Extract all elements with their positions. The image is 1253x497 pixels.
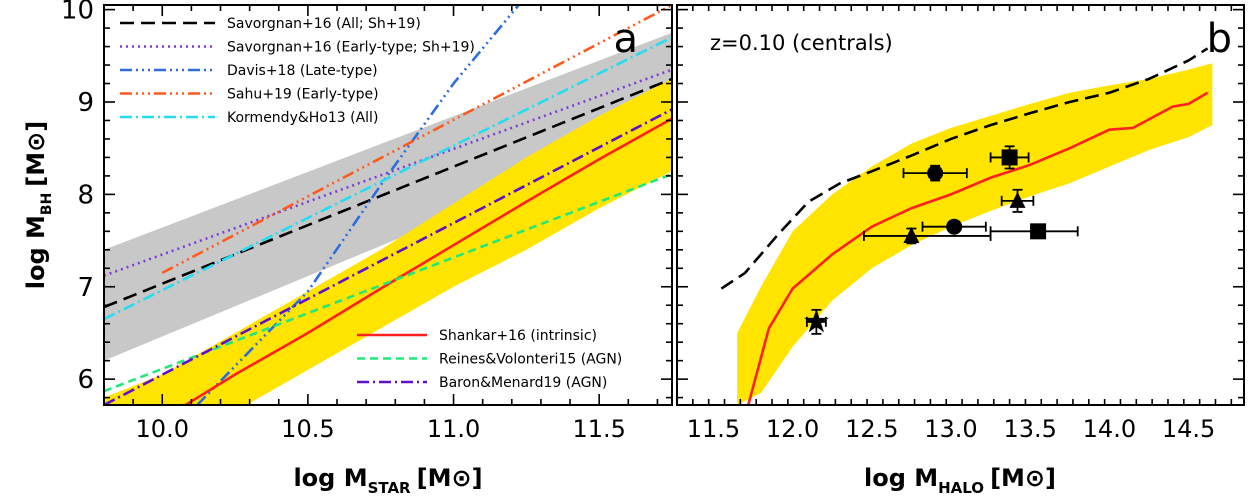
panel-b-plot-area [720, 47, 1213, 405]
legend-entry-0: Savorgnan+16 (All; Sh+19) [120, 16, 421, 32]
panel-a-series-line-4 [104, 36, 672, 321]
panel-a-y-tick-label: 10 [61, 0, 94, 26]
panel-a-series-line-0 [104, 77, 672, 309]
panel-a-series-line-7 [104, 108, 672, 405]
panel-b-x-tick-label: 12.0 [766, 415, 819, 443]
legend-entry-6: Reines&Volonteri15 (AGN) [357, 352, 622, 368]
panel-a-plot-area [104, 5, 672, 405]
panel-b-data-point-6 [804, 308, 829, 335]
panel-a-y-tick-label: 7 [77, 273, 94, 303]
panel-b: 11.5 12.0 12.5 13.0 13.5 14.0 14.5 b z=0.10 (c… [676, 4, 1245, 443]
legend-top: Savorgnan+16 (All; Sh+19) Savorgnan+16 (E… [120, 16, 475, 126]
panel-a-x-tick-label: 11.0 [427, 415, 480, 443]
panel-a-series-line-2 [196, 5, 521, 405]
panel-a: 10.0 10.5 11.0 11.5 6 7 8 9 10 a [61, 0, 673, 443]
panel-b-data-point-0 [902, 164, 968, 182]
panel-b-series-line-1 [747, 91, 1209, 405]
svg-text:log MBH[M⊙]: log MBH [M⊙] [22, 121, 55, 289]
svg-text:log MSTAR[M⊙]: log MSTAR [M⊙] [293, 464, 482, 497]
y-axis-label-sub: BH [39, 193, 55, 215]
panel-a-x-tick-label: 10.5 [281, 415, 334, 443]
panel-b-data-point-2 [989, 145, 1030, 170]
legend-label: Sahu+19 (Early-type) [227, 87, 379, 103]
legend-label: Kormendy&Ho13 (All) [227, 110, 378, 126]
x-axis-label-a-main: log M [293, 464, 367, 492]
panel-b-annotation: z=0.10 (centrals) [710, 31, 893, 55]
legend-label: Savorgnan+16 (Early-type; Sh+19) [227, 40, 475, 56]
y-axis-label: log MBH [M⊙] [22, 121, 55, 289]
panel-b-letter: b [1207, 16, 1232, 62]
x-axis-label-a: log MSTAR [M⊙] [293, 464, 482, 497]
panel-b-x-tick-label: 13.5 [1003, 415, 1056, 443]
panel-b-frame [676, 4, 1245, 406]
legend-label: Baron&Menard19 (AGN) [439, 375, 607, 391]
panel-b-data-point-4 [862, 226, 992, 245]
panel-a-y-tick-label: 6 [77, 365, 94, 395]
y-axis-label-unit: [M⊙] [22, 121, 50, 187]
x-axis-label-b: log MHALO [M⊙] [864, 464, 1056, 497]
panel-a-frame [103, 4, 673, 406]
legend-label: Shankar+16 (intrinsic) [439, 328, 597, 344]
svg-text:log MHALO[M⊙]: log MHALO [M⊙] [864, 464, 1056, 497]
panel-b-band-0 [737, 63, 1213, 405]
panel-a-y-tick-label: 9 [77, 88, 94, 118]
x-axis-label-a-unit: [M⊙] [417, 464, 483, 492]
panel-a-x-tick-label: 10.0 [136, 415, 189, 443]
x-axis-label-b-main: log M [864, 464, 938, 492]
legend-entry-4: Kormendy&Ho13 (All) [120, 110, 378, 126]
panel-a-band-1 [104, 78, 672, 405]
legend-entry-1: Savorgnan+16 (Early-type; Sh+19) [120, 40, 475, 56]
panel-b-data-point-5 [1000, 188, 1035, 213]
panel-b-ticks: 11.5 12.0 12.5 13.0 13.5 14.0 14.5 [676, 5, 1244, 443]
panel-a-series-line-3 [161, 5, 672, 275]
panel-b-x-tick-label: 14.5 [1162, 415, 1215, 443]
legend-bottom: Shankar+16 (intrinsic) Reines&Volonteri15… [357, 328, 622, 391]
legend-entry-3: Sahu+19 (Early-type) [120, 87, 379, 103]
x-axis-label-b-unit: [M⊙] [990, 464, 1056, 492]
legend-entry-2: Davis+18 (Late-type) [120, 63, 378, 79]
panel-a-y-tick-label: 8 [77, 180, 94, 210]
y-axis-label-main: log M [22, 215, 50, 289]
panel-a-letter: a [613, 16, 638, 62]
panel-b-data-point-1 [921, 218, 987, 235]
legend-label: Savorgnan+16 (All; Sh+19) [227, 16, 421, 32]
x-axis-label-b-sub: HALO [938, 479, 984, 497]
panel-b-x-tick-label: 14.0 [1083, 415, 1136, 443]
panel-a-series-line-5 [184, 117, 672, 405]
x-axis-label-a-sub: STAR [368, 479, 411, 497]
legend-entry-5: Shankar+16 (intrinsic) [357, 328, 597, 344]
panel-a-x-tick-label: 11.5 [572, 415, 625, 443]
panel-b-x-tick-label: 12.5 [845, 415, 898, 443]
legend-entry-7: Baron&Menard19 (AGN) [357, 375, 607, 391]
panel-b-series-line-0 [720, 47, 1209, 290]
panel-a-band-0 [104, 32, 672, 361]
legend-label: Davis+18 (Late-type) [227, 63, 378, 79]
legend-label: Reines&Volonteri15 (AGN) [439, 352, 622, 368]
panel-b-x-tick-label: 13.0 [924, 415, 977, 443]
panel-b-x-tick-label: 11.5 [687, 415, 740, 443]
panel-b-data-point-3 [989, 223, 1079, 240]
panel-a-series-line-6 [104, 172, 672, 393]
